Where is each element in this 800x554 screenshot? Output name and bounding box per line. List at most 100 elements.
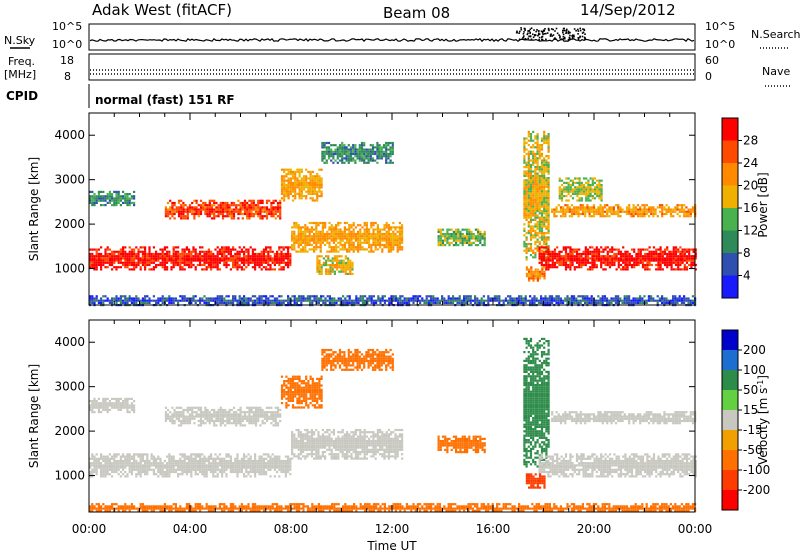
power-cell bbox=[311, 179, 314, 182]
power-cell bbox=[280, 177, 284, 180]
power-cell bbox=[357, 246, 360, 249]
power-cell bbox=[403, 299, 406, 302]
power-cell bbox=[606, 301, 609, 304]
power-cell bbox=[387, 141, 390, 145]
noise-search-point bbox=[524, 29, 526, 31]
power-cell bbox=[545, 199, 548, 202]
power-cell bbox=[330, 224, 333, 227]
power-cell bbox=[287, 197, 290, 200]
power-cell bbox=[336, 257, 339, 260]
power-cell bbox=[342, 299, 345, 302]
power-cell bbox=[139, 261, 142, 264]
power-cell bbox=[164, 215, 167, 218]
power-cell bbox=[175, 206, 178, 209]
power-cell bbox=[128, 197, 131, 200]
power-cell bbox=[91, 204, 94, 207]
power-cell bbox=[338, 266, 341, 269]
power-cell bbox=[547, 205, 550, 208]
power-cell bbox=[446, 241, 449, 244]
power-cell bbox=[556, 255, 559, 258]
power-cell bbox=[347, 272, 350, 275]
power-cell bbox=[613, 261, 616, 264]
power-cell bbox=[376, 239, 379, 242]
power-cell bbox=[522, 297, 525, 300]
power-cell bbox=[320, 186, 323, 189]
power-cell bbox=[485, 299, 488, 302]
noise-search-point bbox=[552, 28, 554, 31]
power-cell bbox=[115, 297, 118, 300]
power-cell bbox=[336, 259, 339, 262]
power-cell bbox=[403, 301, 406, 304]
power-cell bbox=[608, 301, 611, 304]
power-cell bbox=[619, 257, 623, 260]
power-cell bbox=[590, 215, 593, 218]
power-cell bbox=[527, 203, 530, 206]
power-cell bbox=[547, 257, 550, 260]
power-cell bbox=[619, 259, 623, 262]
power-cell bbox=[260, 259, 263, 262]
power-cell bbox=[591, 184, 594, 187]
power-cell bbox=[297, 226, 300, 229]
power-cell bbox=[525, 214, 528, 217]
power-cell bbox=[401, 237, 404, 240]
power-cell bbox=[163, 261, 166, 264]
power-cell bbox=[206, 204, 209, 207]
power-cell bbox=[293, 299, 296, 302]
power-cell bbox=[196, 252, 199, 256]
power-cell bbox=[525, 266, 528, 269]
power-cell bbox=[269, 257, 272, 260]
power-cell bbox=[135, 299, 138, 302]
power-cell bbox=[628, 263, 631, 267]
power-cell bbox=[239, 212, 242, 216]
power-cell bbox=[320, 299, 323, 302]
power-cell bbox=[392, 232, 395, 236]
power-cell bbox=[661, 261, 664, 264]
power-cell bbox=[179, 261, 182, 264]
power-cell bbox=[590, 297, 593, 300]
power-cell bbox=[582, 250, 585, 253]
power-cell bbox=[586, 208, 589, 211]
power-cell bbox=[626, 257, 629, 260]
power-cell bbox=[626, 259, 629, 262]
power-cell bbox=[529, 150, 533, 153]
power-cell bbox=[545, 135, 548, 138]
power-cell bbox=[553, 299, 556, 302]
power-cell bbox=[238, 257, 241, 260]
power-cell bbox=[280, 175, 284, 178]
power-cell bbox=[364, 295, 367, 298]
power-cell bbox=[674, 259, 678, 262]
power-cell bbox=[100, 255, 103, 258]
power-cell bbox=[586, 295, 589, 298]
power-cell bbox=[289, 177, 292, 180]
power-cell bbox=[591, 179, 594, 182]
power-cell bbox=[203, 299, 206, 302]
power-cell bbox=[679, 261, 682, 264]
power-cell bbox=[467, 295, 470, 298]
power-cell bbox=[340, 255, 343, 258]
power-cell bbox=[672, 261, 675, 264]
power-cell bbox=[532, 225, 535, 228]
noise-search-point bbox=[564, 37, 566, 40]
power-cell bbox=[344, 272, 347, 275]
power-cell bbox=[181, 297, 184, 300]
power-cell bbox=[148, 299, 151, 302]
power-cell bbox=[328, 232, 331, 236]
power-cell bbox=[694, 252, 697, 256]
cpid-label: CPID bbox=[6, 89, 38, 103]
power-cell bbox=[122, 190, 125, 193]
noise-search-point bbox=[562, 31, 564, 34]
power-cell bbox=[166, 259, 169, 262]
power-cell bbox=[529, 135, 533, 138]
power-cell bbox=[309, 301, 312, 304]
power-cell bbox=[173, 217, 176, 220]
power-cell bbox=[146, 263, 149, 267]
power-cell bbox=[135, 301, 138, 304]
power-cell bbox=[560, 179, 564, 182]
power-cell bbox=[348, 248, 351, 251]
power-cell bbox=[117, 297, 120, 300]
noise-search-point bbox=[563, 27, 565, 30]
power-cell bbox=[100, 301, 103, 304]
power-cell bbox=[524, 301, 527, 304]
power-cell bbox=[171, 201, 174, 205]
power-cell bbox=[100, 268, 103, 271]
